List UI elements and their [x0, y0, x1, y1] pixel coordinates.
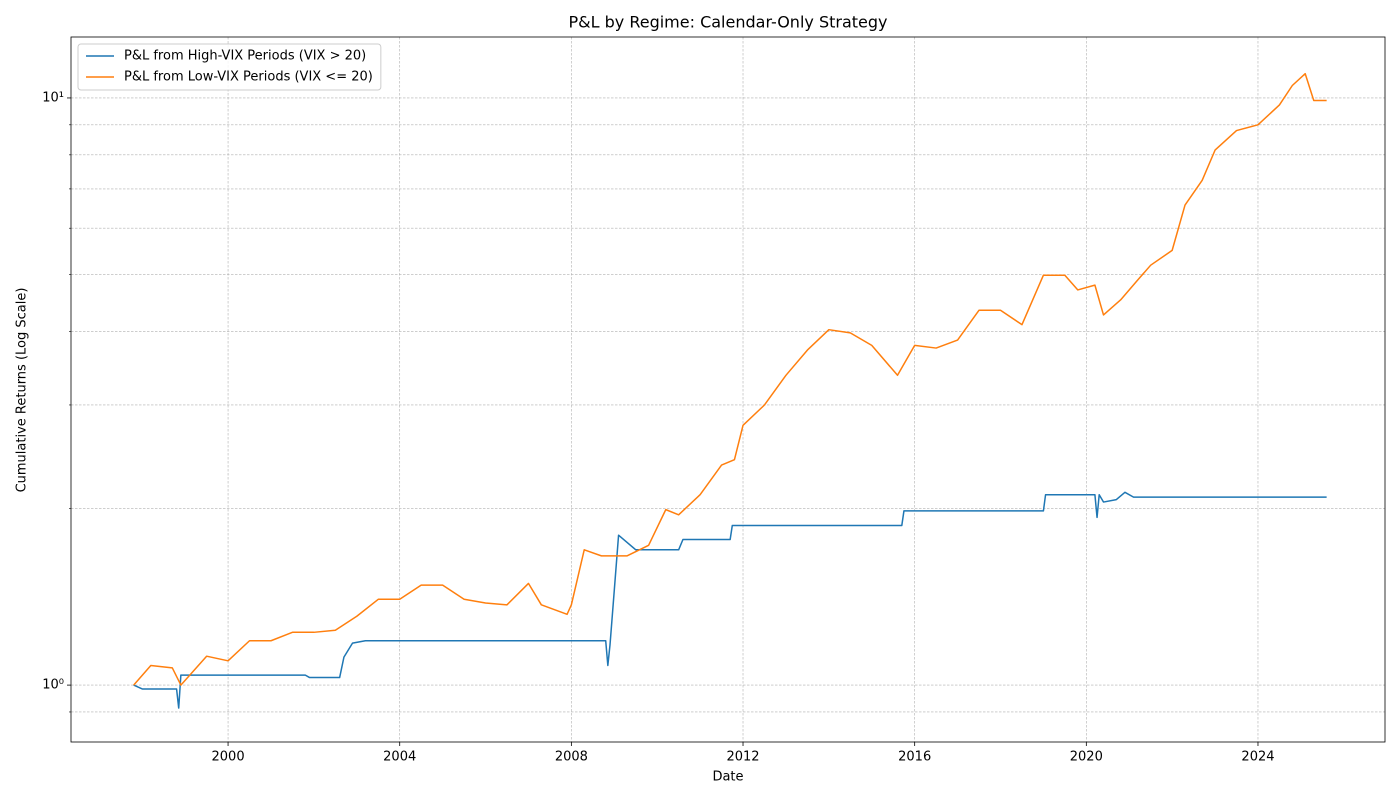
- y-axis-label: Cumulative Returns (Log Scale): [15, 288, 30, 493]
- series-line: [133, 72, 1327, 686]
- x-tick-label: 2016: [898, 750, 931, 765]
- chart-title: P&L by Regime: Calendar-Only Strategy: [568, 13, 887, 32]
- series-line: [133, 491, 1327, 709]
- y-tick-label: 10⁰: [42, 678, 64, 693]
- plot-frame: [70, 36, 1386, 743]
- legend-box: [77, 43, 382, 91]
- x-tick-label: 2008: [555, 750, 588, 765]
- legend-label: P&L from High-VIX Periods (VIX > 20): [124, 49, 366, 64]
- x-axis-label: Date: [712, 770, 743, 785]
- x-tick-label: 2004: [383, 750, 416, 765]
- y-tick-label: 10¹: [42, 90, 64, 105]
- x-tick-label: 2000: [212, 750, 245, 765]
- x-tick-label: 2012: [726, 750, 759, 765]
- x-tick-label: 2020: [1070, 750, 1103, 765]
- legend-label: P&L from Low-VIX Periods (VIX <= 20): [124, 70, 373, 85]
- x-tick-label: 2024: [1241, 750, 1274, 765]
